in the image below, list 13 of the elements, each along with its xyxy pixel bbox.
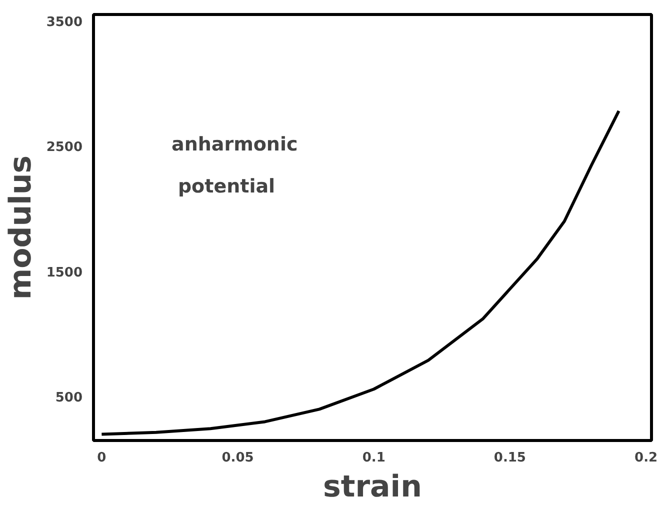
line-series — [100, 109, 620, 436]
y-tick-label: 2500 — [46, 140, 83, 156]
y-tick-label: 500 — [55, 390, 83, 406]
x-tick-label: 0.05 — [222, 450, 254, 466]
x-axis-title: strain — [323, 470, 422, 504]
y-axis-title: modulus — [3, 155, 38, 300]
x-tick-label: 0 — [97, 450, 106, 466]
annotation: anharmonic potential — [172, 134, 298, 198]
y-tick-label: 3500 — [46, 14, 83, 30]
x-tick-label: 0.1 — [362, 450, 386, 466]
x-tick-label: 0.2 — [634, 450, 658, 466]
y-tick-label: 1500 — [46, 265, 83, 280]
x-tick-label: 0.15 — [494, 450, 526, 466]
